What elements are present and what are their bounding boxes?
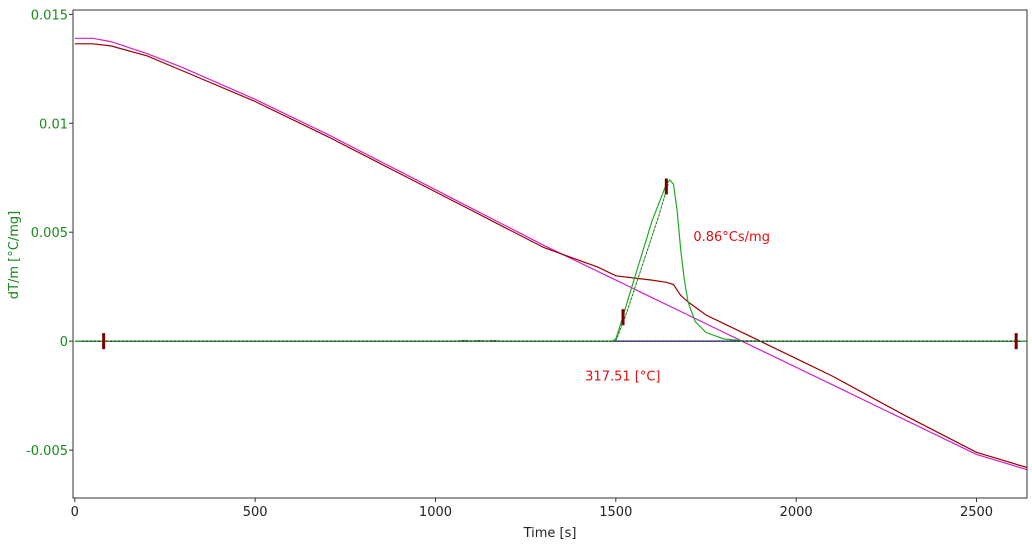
series-line-green [74,178,1027,342]
series-line-darkred [74,43,1028,469]
boundary-marker[interactable] [664,178,668,195]
x-tick-label: 0 [71,505,79,520]
y-tick-label: -0.005 [26,444,68,459]
chart-annotation: 317.51 [°C] [585,369,660,384]
y-tick-label: 0.005 [31,226,68,241]
x-tick-label: 2000 [780,505,813,520]
boundary-marker[interactable] [102,333,106,350]
y-tick-label: 0 [60,335,68,350]
x-tick-label: 1000 [419,505,452,520]
boundary-marker[interactable] [621,309,625,326]
boundary-marker[interactable] [1014,333,1018,350]
y-tick-label: 0.015 [31,8,68,23]
x-tick-label: 2500 [960,505,993,520]
x-axis-label: Time [s] [523,526,577,541]
x-tick-label: 500 [243,505,268,520]
series-line-magenta [74,37,1028,471]
series-line-green-overlay [615,184,669,342]
plot-frame [72,9,1028,499]
y-axis-label: dT/m [°C/mg] [7,211,22,299]
y-tick-label: 0.01 [39,117,68,132]
x-tick-label: 1500 [599,505,632,520]
chart-annotation: 0.86°Cs/mg [693,230,770,245]
